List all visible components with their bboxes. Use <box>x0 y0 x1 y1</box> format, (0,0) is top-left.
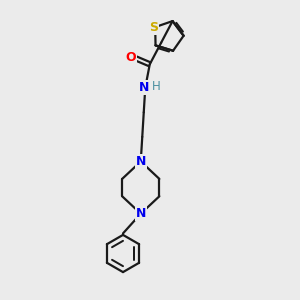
Text: O: O <box>126 51 136 64</box>
Text: N: N <box>136 155 146 168</box>
Text: H: H <box>152 80 161 93</box>
Text: N: N <box>139 81 149 94</box>
Text: N: N <box>136 207 146 220</box>
Text: S: S <box>149 21 158 34</box>
